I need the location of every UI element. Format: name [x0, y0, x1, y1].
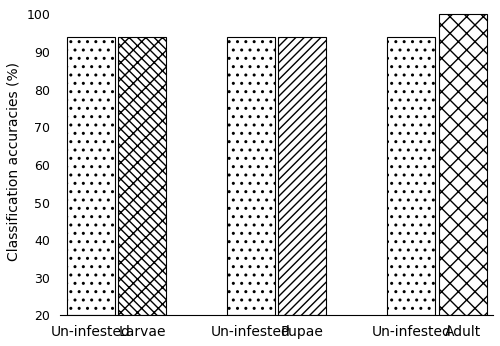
Bar [387, 37, 436, 315]
Bar [227, 37, 275, 315]
Bar [438, 15, 486, 315]
Bar [66, 37, 114, 315]
Bar [278, 37, 326, 315]
Bar [118, 37, 166, 315]
Y-axis label: Classification accuracies (%): Classification accuracies (%) [7, 62, 21, 261]
